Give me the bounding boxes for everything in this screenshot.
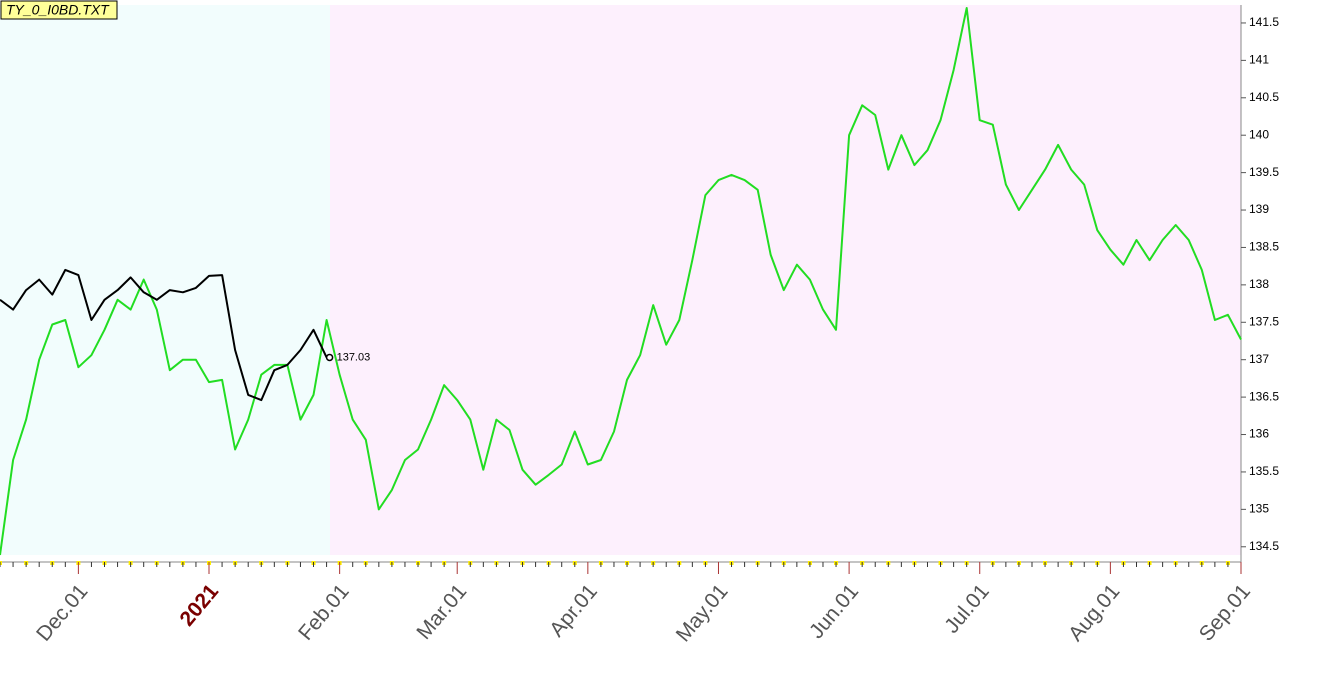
x-tick-label: May.01: [672, 580, 733, 646]
y-tick-label: 135: [1249, 502, 1269, 516]
y-tick-label: 141.5: [1249, 15, 1279, 29]
x-tick-label: Jul.01: [940, 580, 994, 638]
y-tick-label: 140.5: [1249, 90, 1279, 104]
chart-title: TY_0_I0BD.TXT: [6, 2, 110, 18]
title-box: [0, 0, 118, 20]
forecast-zone: [330, 5, 1241, 555]
y-tick-label: 135.5: [1249, 464, 1279, 478]
y-tick-label: 136.5: [1249, 389, 1279, 403]
y-tick-label: 139.5: [1249, 165, 1279, 179]
series-line: [0, 268, 328, 402]
y-tick-label: 134.5: [1249, 539, 1279, 553]
y-tick-label: 138: [1249, 277, 1269, 291]
x-tick-label: Jun.01: [805, 580, 863, 643]
x-tick-label: Apr.01: [545, 580, 602, 641]
history-zone: [0, 5, 330, 555]
x-tick-label: Feb.01: [294, 580, 354, 645]
y-tick-label: 138.5: [1249, 240, 1279, 254]
x-tick-label: Mar.01: [412, 580, 471, 644]
x-tick-label: 2021: [175, 580, 223, 631]
y-tick-label: 139: [1249, 202, 1269, 216]
y-tick-label: 136: [1249, 427, 1269, 441]
x-tick-label: Aug.01: [1064, 580, 1124, 646]
y-tick-label: 140: [1249, 127, 1269, 141]
y-tick-label: 137.5: [1249, 314, 1279, 328]
last-marker: [325, 353, 334, 362]
value-label: 137.03: [337, 351, 371, 363]
x-tick-label: Sep.01: [1195, 580, 1255, 646]
y-tick-label: 141: [1249, 53, 1269, 67]
x-minor-marker: [0, 561, 2, 565]
y-tick-label: 137: [1249, 352, 1269, 366]
x-tick-label: Dec.01: [32, 580, 92, 646]
series-line: [0, 7, 1242, 556]
